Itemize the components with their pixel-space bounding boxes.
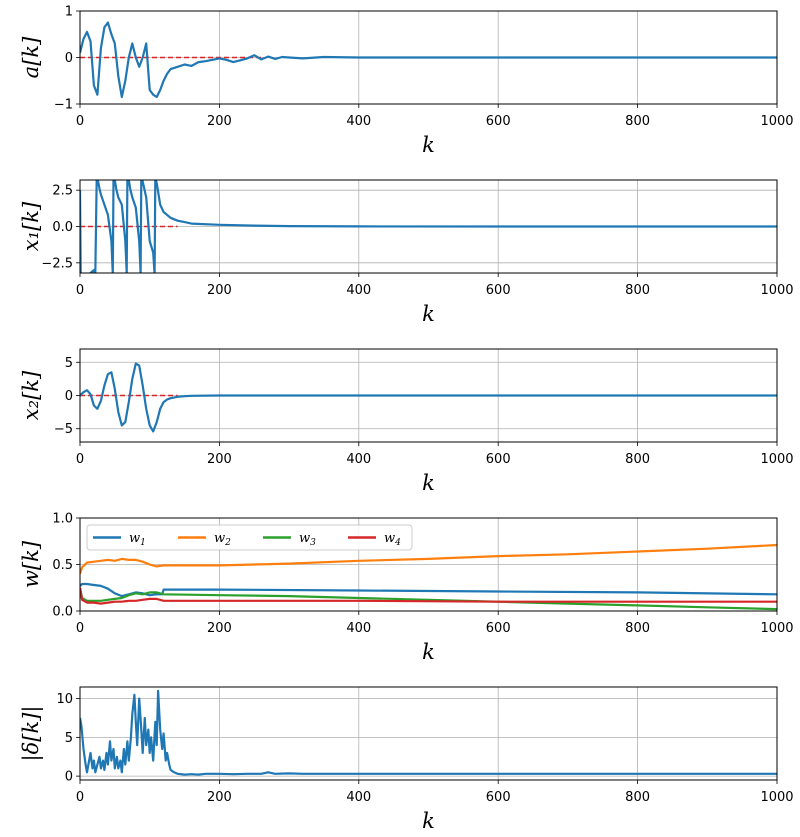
y-tick-label: 1.0 <box>52 512 73 527</box>
legend: w1 w2 w3 w4 <box>86 524 413 551</box>
subplot-5: 0 200 400 600 800 1000 0 5 10 k |δ[k]| <box>19 686 794 833</box>
subplot-4: 0 200 400 600 800 1000 0.0 0.5 1.0 w1 w2 w3 w4 k w[k] <box>19 512 794 665</box>
y-tick-label: −2.5 <box>41 256 73 271</box>
x-tick-label: 600 <box>486 452 511 467</box>
y-tick-label: 0.0 <box>52 220 73 235</box>
x-tick-label: 600 <box>486 621 511 636</box>
x-axis-label: k <box>422 640 435 664</box>
x-axis-label: k <box>422 471 435 495</box>
x-tick-label: 0 <box>76 621 84 636</box>
subplot-2: 0 200 400 600 800 1000 −2.5 0.0 2.5 k x₁[k] <box>19 179 794 326</box>
x-axis-label: k <box>422 133 435 157</box>
x-tick-label: 800 <box>625 452 650 467</box>
x-tick-label: 400 <box>346 114 371 129</box>
axes-frame <box>79 10 778 105</box>
x-tick-label: 600 <box>486 790 511 805</box>
y-tick-label: −1 <box>54 98 73 113</box>
y-tick-label: 0 <box>65 770 73 785</box>
x-tick-label: 400 <box>346 790 371 805</box>
series-line-a <box>80 21 777 99</box>
x-tick-label: 400 <box>346 283 371 298</box>
y-tick-label: 0 <box>65 51 73 66</box>
y-tick-label: 5 <box>65 356 73 371</box>
x-tick-label: 200 <box>207 621 232 636</box>
x-tick-label: 0 <box>76 790 84 805</box>
y-axis-label: |δ[k]| <box>19 706 44 762</box>
axes-frame <box>79 517 778 612</box>
y-axis-label: a[k] <box>19 36 43 78</box>
x-tick-label: 1000 <box>760 790 793 805</box>
legend-box <box>86 524 413 551</box>
x-tick-label: 0 <box>76 283 84 298</box>
axes-frame <box>79 686 778 781</box>
y-tick-label: 0 <box>65 389 73 404</box>
y-tick-label: 0.5 <box>52 558 73 573</box>
x-tick-label: 200 <box>207 452 232 467</box>
x-tick-label: 200 <box>207 114 232 129</box>
x-axis-label: k <box>422 302 435 326</box>
x-tick-label: 0 <box>76 114 84 129</box>
x-tick-label: 200 <box>207 283 232 298</box>
x-tick-label: 0 <box>76 452 84 467</box>
x-tick-label: 800 <box>625 114 650 129</box>
y-tick-label: 0.0 <box>52 605 73 620</box>
x-tick-label: 1000 <box>760 283 793 298</box>
x-tick-label: 400 <box>346 452 371 467</box>
x-tick-label: 600 <box>486 114 511 129</box>
x-tick-label: 200 <box>207 790 232 805</box>
y-tick-label: 2.5 <box>52 184 73 199</box>
series-line-x2 <box>80 362 777 433</box>
series-line-w2 <box>80 543 777 575</box>
x-tick-label: 600 <box>486 283 511 298</box>
axes-frame <box>79 179 778 274</box>
y-tick-label: 10 <box>56 692 73 707</box>
y-tick-label: 5 <box>65 731 73 746</box>
y-tick-label: −5 <box>54 422 73 437</box>
x-tick-label: 1000 <box>760 621 793 636</box>
y-axis-label: x₂[k] <box>19 370 43 420</box>
series-line-x1 <box>80 180 777 273</box>
x-tick-label: 1000 <box>760 114 793 129</box>
y-tick-label: 1 <box>65 5 73 20</box>
x-tick-label: 800 <box>625 621 650 636</box>
x-tick-label: 400 <box>346 621 371 636</box>
axes-frame <box>79 348 778 443</box>
x-tick-label: 800 <box>625 790 650 805</box>
y-axis-label: w[k] <box>19 540 43 588</box>
series-line-w4 <box>80 587 777 605</box>
x-tick-label: 1000 <box>760 452 793 467</box>
y-axis-label: x₁[k] <box>19 201 43 251</box>
series-line-delta <box>80 689 777 776</box>
x-axis-label: k <box>422 809 435 833</box>
x-tick-label: 800 <box>625 283 650 298</box>
